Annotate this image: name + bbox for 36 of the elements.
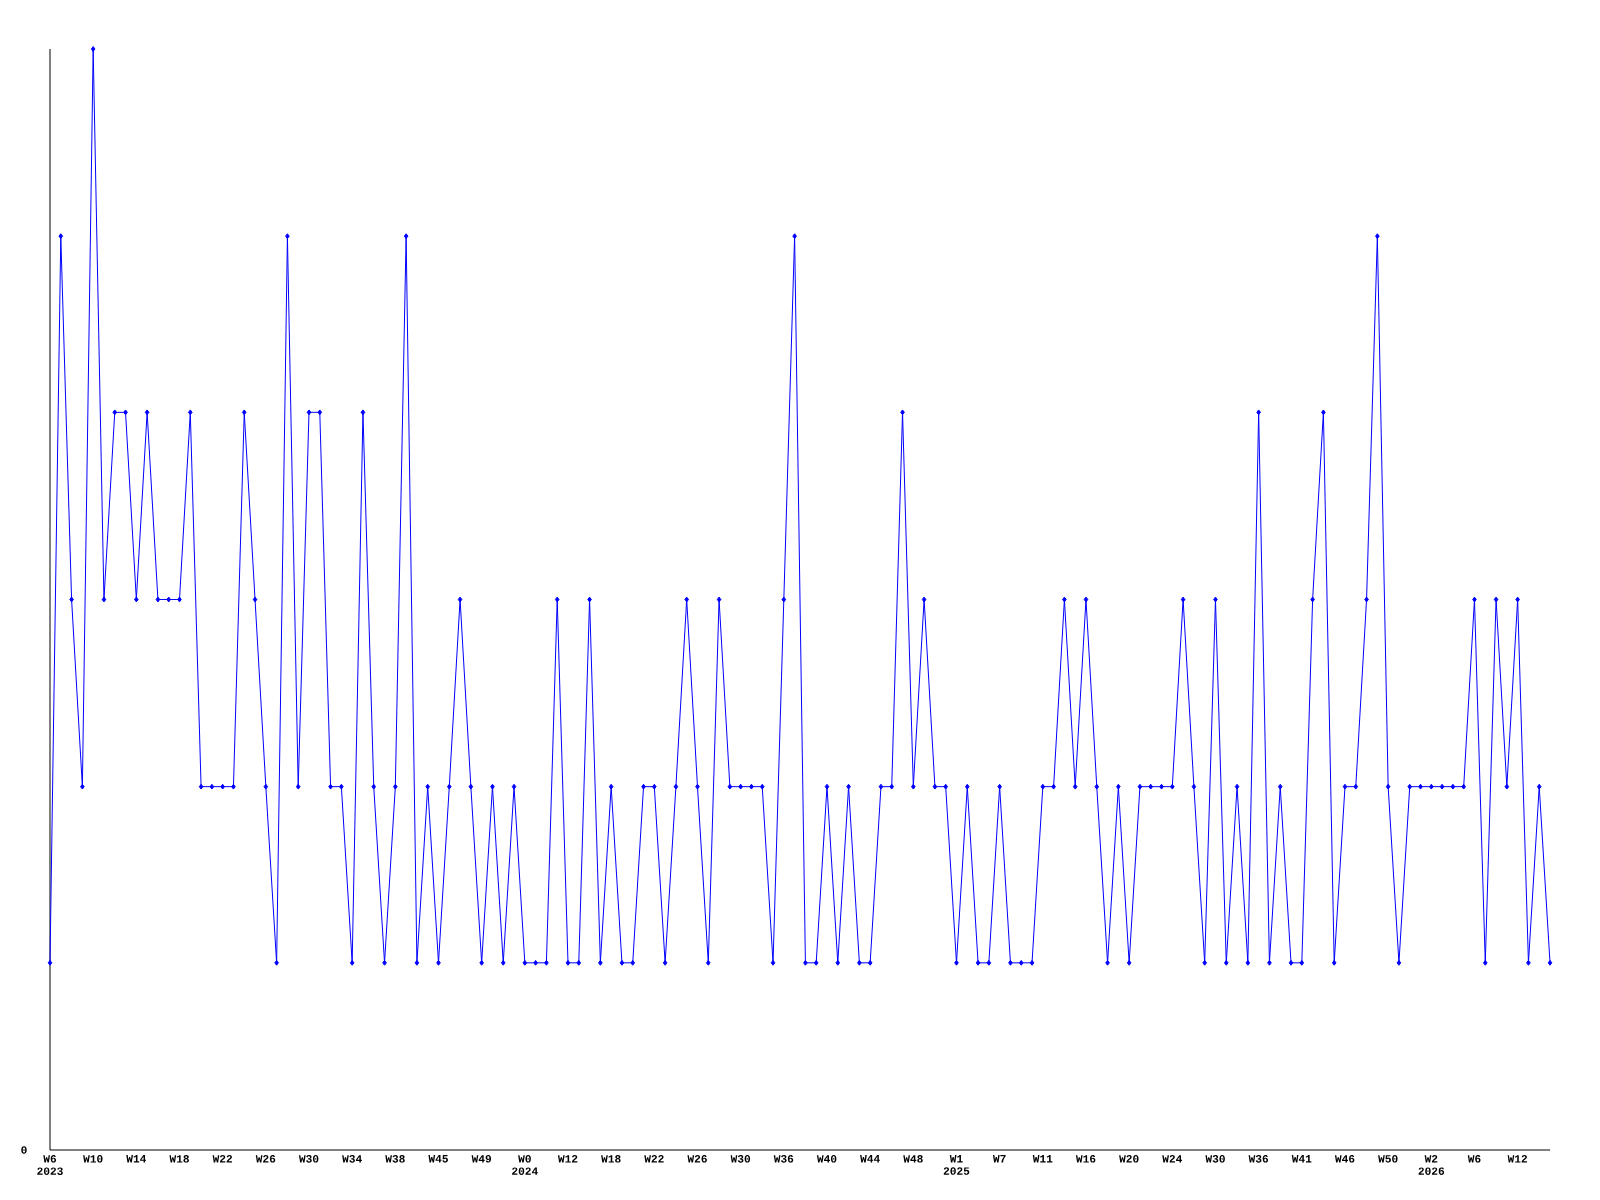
x-tick-label: W36	[1248, 1155, 1269, 1163]
x-tick-label: W36	[773, 1155, 794, 1163]
x-tick-label: W26	[687, 1155, 707, 1163]
x-tick-label: W48	[903, 1155, 923, 1163]
x-tick-label: W12	[1507, 1155, 1528, 1163]
x-tick-label: W30	[730, 1155, 751, 1163]
x-tick-label: W1 2025	[943, 1155, 970, 1175]
x-tick-label: W2 2026	[1418, 1155, 1445, 1175]
x-tick-label: W7	[992, 1155, 1006, 1163]
x-tick-label: W38	[385, 1155, 405, 1163]
x-tick-label: W22	[212, 1155, 233, 1163]
x-tick-label: W16	[1075, 1155, 1096, 1163]
text: 0	[21, 1146, 27, 1154]
x-tick-label: W45	[428, 1155, 448, 1163]
x-tick-label: W34	[342, 1155, 362, 1163]
x-tick-label: W12	[557, 1155, 578, 1163]
x-tick-label: W14	[126, 1155, 147, 1163]
x-tick-label: W11	[1032, 1155, 1053, 1163]
x-tick-label: W49	[471, 1155, 492, 1163]
x-tick-label: W18	[601, 1155, 621, 1163]
x-tick-label: W44	[860, 1155, 880, 1163]
x-tick-label: W0 2024	[512, 1155, 538, 1175]
x-tick-label: W22	[644, 1155, 664, 1163]
x-tick-label: W30	[1205, 1155, 1225, 1163]
x-tick-label: W20	[1119, 1155, 1139, 1163]
x-tick-label: W30	[298, 1155, 319, 1163]
x-tick-label: W26	[255, 1155, 276, 1163]
x-tick-label: W18	[169, 1155, 189, 1163]
x-tick-label: W6 2023	[37, 1155, 63, 1175]
x-tick-label: W46	[1334, 1155, 1355, 1163]
x-tick-label: W50	[1378, 1155, 1398, 1163]
x-tick-label: W40	[816, 1155, 837, 1163]
x-tick-label: W24	[1162, 1155, 1183, 1163]
x-tick-label: W41	[1291, 1155, 1312, 1163]
x-tick-label: W10	[83, 1155, 103, 1163]
x-tick-label: W6	[1467, 1155, 1481, 1163]
